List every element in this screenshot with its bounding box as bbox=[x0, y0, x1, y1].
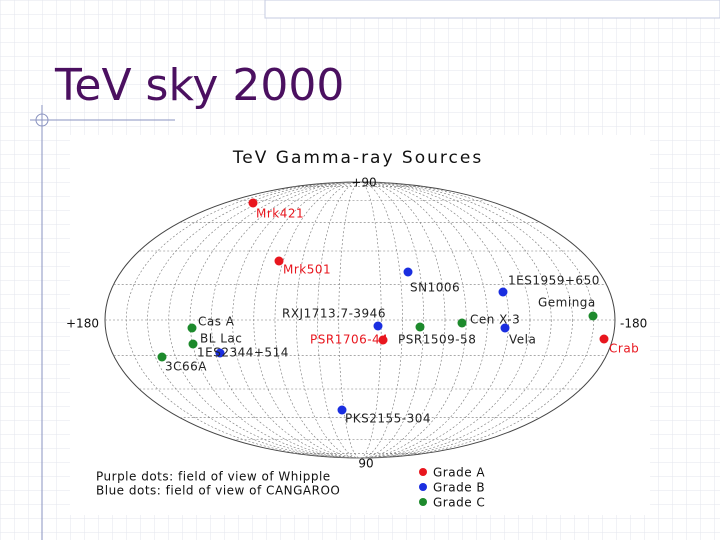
legend-label: Grade A bbox=[433, 466, 485, 480]
source-label: 1ES2344+514 bbox=[197, 346, 289, 360]
source-dot bbox=[588, 311, 598, 321]
map-title: TeV Gamma-ray Sources bbox=[232, 148, 483, 168]
source-label: Geminga bbox=[538, 296, 596, 310]
source-label: PSR1706-44 bbox=[310, 333, 388, 347]
source-dot bbox=[599, 334, 609, 344]
source-label: Cen X-3 bbox=[470, 313, 520, 327]
source-label: Mrk421 bbox=[256, 207, 304, 221]
legend-label: Grade B bbox=[433, 481, 485, 495]
source-label: Cas A bbox=[198, 315, 235, 329]
source-label: 1ES1959+650 bbox=[508, 274, 600, 288]
figure-panel bbox=[70, 135, 650, 515]
top-label: +90 bbox=[351, 176, 376, 190]
source-dot bbox=[457, 318, 467, 328]
source-dot bbox=[500, 323, 510, 333]
source-label: RXJ1713.7-3946 bbox=[282, 307, 386, 321]
source-dot bbox=[188, 339, 198, 349]
note: Blue dots: field of view of CANGAROO bbox=[96, 484, 340, 498]
meridian bbox=[295, 181, 425, 459]
source-dot bbox=[378, 335, 388, 345]
right-label: -180 bbox=[620, 317, 647, 331]
source-label: PSR1509-58 bbox=[398, 333, 476, 347]
source-dot bbox=[248, 198, 258, 208]
source-label: 3C66A bbox=[165, 360, 207, 374]
source-dot bbox=[373, 321, 383, 331]
slide-title: TeV sky 2000 bbox=[54, 60, 344, 111]
header-band bbox=[264, 0, 720, 19]
source-label: SN1006 bbox=[410, 281, 460, 295]
legend-dot bbox=[419, 483, 427, 491]
source-label: PKS2155-304 bbox=[345, 412, 431, 426]
source-label: Vela bbox=[509, 333, 536, 347]
source-dot bbox=[403, 267, 413, 277]
source-dot bbox=[157, 352, 167, 362]
source-dot bbox=[337, 405, 347, 415]
source-dot bbox=[415, 322, 425, 332]
source-dot bbox=[274, 256, 284, 266]
meridian bbox=[147, 181, 573, 459]
legend-dot bbox=[419, 498, 427, 506]
rule-knot bbox=[35, 113, 49, 127]
bottom-label: 90 bbox=[358, 457, 373, 471]
map-grid bbox=[104, 181, 616, 459]
source-label: Crab bbox=[609, 342, 639, 356]
sources: Mrk421 Mrk501 SN1006 1ES1959+650 Geminga Cas … bbox=[157, 198, 639, 426]
legend-label: Grade C bbox=[433, 496, 485, 510]
source-label: BL Lac bbox=[200, 332, 242, 346]
source-dot bbox=[187, 323, 197, 333]
source-label: Mrk501 bbox=[283, 263, 331, 277]
note: Purple dots: field of view of Whipple bbox=[96, 470, 331, 484]
legend-dot bbox=[419, 468, 427, 476]
source-dot bbox=[215, 348, 225, 358]
source-dot bbox=[498, 287, 508, 297]
left-label: +180 bbox=[66, 317, 99, 331]
